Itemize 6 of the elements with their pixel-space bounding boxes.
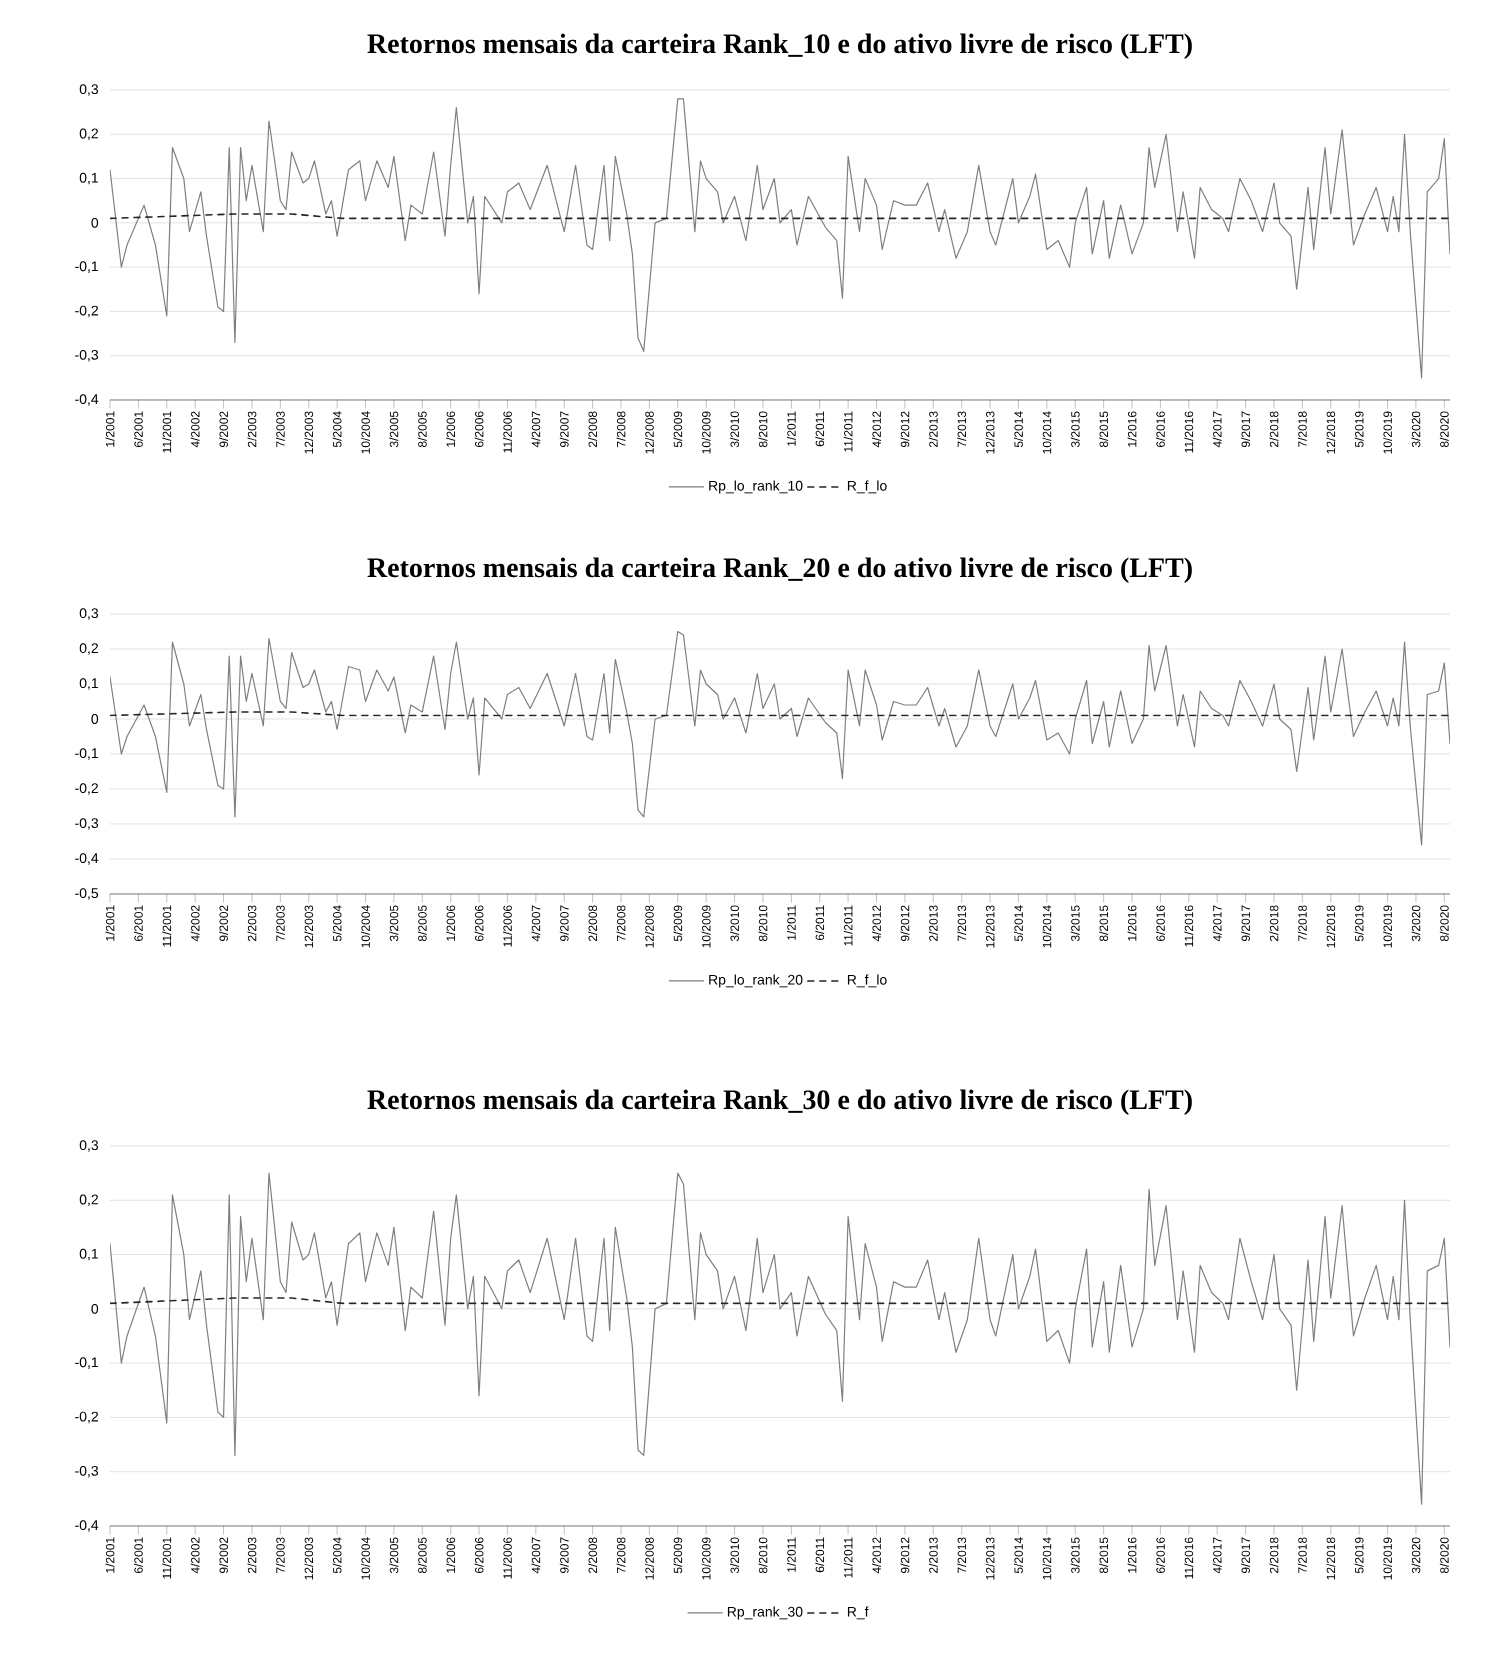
chart-title: Retornos mensais da carteira Rank_10 e do ativo livre de risco (LFT)	[367, 33, 1192, 59]
line-series	[110, 1172, 1450, 1505]
line-series	[110, 98, 1450, 379]
chart-title: Retornos mensais da carteira Rank_20 e do ativo livre de risco (LFT)	[367, 557, 1192, 583]
line-series	[110, 630, 1450, 846]
chart-title: Retornos mensais da carteira Rank_30 e do ativo livre de risco (LFT)	[367, 1089, 1192, 1115]
